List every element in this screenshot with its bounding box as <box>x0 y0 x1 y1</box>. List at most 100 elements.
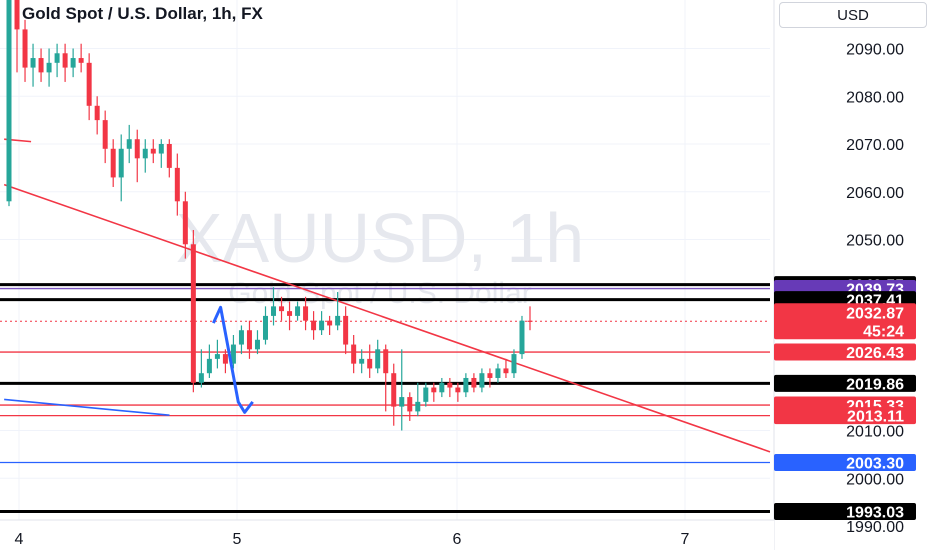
trendline-2 <box>4 398 170 417</box>
candle-20 <box>166 139 172 178</box>
candle-44 <box>359 349 365 374</box>
price-label-8: 1993.03 <box>774 503 916 522</box>
candle-body <box>174 167 180 202</box>
candle-14 <box>118 134 124 202</box>
candle-body <box>311 320 317 331</box>
candle-body <box>343 315 349 345</box>
watermark: XAUUSD, 1h Gold Spot / U.S. Dollar <box>176 199 584 310</box>
candle-body <box>30 58 36 68</box>
candle-body <box>495 368 501 378</box>
candle-28 <box>230 335 236 369</box>
candle-46 <box>375 339 381 374</box>
candle-body <box>134 139 140 159</box>
watermark-main: XAUUSD, 1h <box>176 199 584 277</box>
candle-15 <box>126 124 132 164</box>
candle-body <box>287 311 293 316</box>
candle-37 <box>303 296 309 331</box>
candle-38 <box>311 311 317 340</box>
currency-button[interactable]: USD <box>779 2 927 28</box>
candle-59 <box>479 368 485 393</box>
candle-11 <box>94 96 100 135</box>
y-tick-label: 2070.00 <box>846 137 904 154</box>
candle-4 <box>38 48 44 82</box>
candle-32 <box>262 306 268 345</box>
candle-29 <box>238 325 244 355</box>
candle-body <box>527 320 533 322</box>
candle-63 <box>511 349 517 378</box>
candle-body <box>158 144 164 154</box>
y-tick-label: 1990.00 <box>846 519 904 536</box>
candle-body <box>335 315 341 326</box>
candle-12 <box>102 110 108 164</box>
candle-35 <box>287 301 293 331</box>
candle-42 <box>343 306 349 355</box>
candle-24 <box>198 349 204 388</box>
price-label-7-text: 2003.30 <box>846 455 904 472</box>
y-tick-label: 2090.00 <box>846 42 904 59</box>
candle-9 <box>78 43 84 73</box>
candle-body <box>230 344 236 364</box>
candle-47 <box>383 344 389 412</box>
y-tick-label: 2010.00 <box>846 424 904 441</box>
candle-10 <box>86 53 92 121</box>
watermark-sub: Gold Spot / U.S. Dollar <box>228 277 531 310</box>
candle-8 <box>70 48 76 78</box>
candle-body <box>182 201 188 245</box>
candle-55 <box>447 377 453 398</box>
candle-5 <box>46 48 52 87</box>
candle-body <box>94 105 100 121</box>
candle-1 <box>14 0 20 73</box>
candle-7 <box>62 43 68 82</box>
candle-body <box>238 330 244 345</box>
candle-body <box>511 354 517 374</box>
candle-body <box>214 354 220 359</box>
current-price-label-text: 2032.87 <box>846 305 904 322</box>
price-label-3-text: 2026.43 <box>846 345 904 362</box>
price-labels: 2040.552039.732037.412026.432019.862015.… <box>774 276 916 522</box>
candles <box>6 0 533 431</box>
candle-body <box>359 358 365 364</box>
candle-0 <box>6 0 12 207</box>
candle-body <box>447 382 453 388</box>
candle-body <box>351 344 357 364</box>
candle-25 <box>206 344 212 378</box>
time-axis: 4 5 6 7 <box>0 519 774 550</box>
candle-3 <box>30 43 36 87</box>
candle-53 <box>431 382 437 402</box>
current-price-label-countdown: 45:24 <box>863 323 904 340</box>
candle-body <box>295 306 301 316</box>
candle-40 <box>327 315 333 335</box>
candle-body <box>327 320 333 326</box>
candle-body <box>54 53 60 63</box>
candle-body <box>487 373 493 378</box>
x-tick-label: 4 <box>15 531 24 548</box>
projection-arrow <box>212 305 254 414</box>
candle-6 <box>54 43 60 78</box>
candle-body <box>367 358 373 369</box>
candle-body <box>78 58 84 63</box>
price-label-8-bg <box>774 503 916 521</box>
candle-body <box>46 62 52 73</box>
candle-body <box>86 62 92 106</box>
candle-body <box>150 148 156 154</box>
candle-16 <box>134 129 140 183</box>
candle-body <box>254 339 260 350</box>
candle-body <box>399 397 405 407</box>
trendline-0-ext <box>295 285 771 453</box>
projection-path <box>212 305 254 414</box>
candle-body <box>383 349 389 374</box>
candle-body <box>14 0 20 30</box>
candle-body <box>319 320 325 331</box>
candle-22 <box>182 191 188 259</box>
candle-body <box>126 139 132 149</box>
candle-body <box>110 148 116 178</box>
price-label-4: 2019.86 <box>774 374 916 393</box>
candle-64 <box>519 315 525 359</box>
candle-26 <box>214 339 220 369</box>
candle-36 <box>295 301 301 321</box>
candle-2 <box>22 19 28 82</box>
candle-30 <box>246 320 252 359</box>
candle-60 <box>487 368 493 388</box>
